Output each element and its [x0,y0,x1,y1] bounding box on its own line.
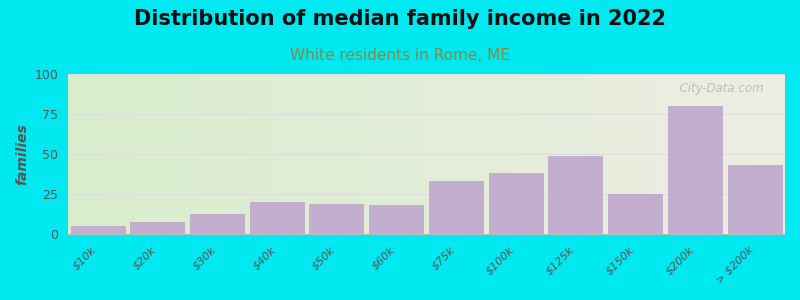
Bar [608,194,663,234]
Bar [370,206,424,234]
Bar [70,226,126,234]
Text: White residents in Rome, ME: White residents in Rome, ME [290,48,510,63]
Bar [250,202,305,234]
Text: Distribution of median family income in 2022: Distribution of median family income in … [134,9,666,29]
Bar [489,173,544,234]
Bar [728,165,782,234]
Y-axis label: families: families [15,123,29,185]
Bar [130,221,186,234]
Bar [429,182,484,234]
Bar [549,156,603,234]
Bar [190,214,245,234]
Bar [310,204,365,234]
Bar [668,106,723,234]
Text: City-Data.com: City-Data.com [672,82,763,95]
